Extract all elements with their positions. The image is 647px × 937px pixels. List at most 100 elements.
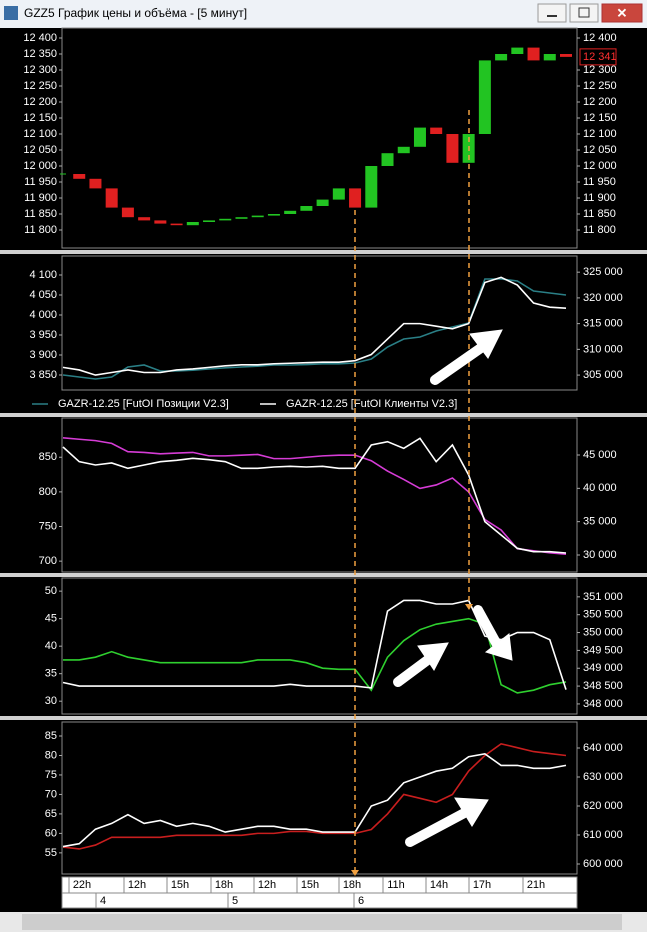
time-label: 22h xyxy=(73,879,91,891)
candle xyxy=(138,217,151,221)
y-tick-label: 12 150 xyxy=(23,112,57,124)
series-line xyxy=(62,278,567,380)
candle xyxy=(316,199,329,206)
candle xyxy=(300,206,313,211)
candle xyxy=(543,54,556,61)
window-title: GZZ5 График цены и объёма - [5 минут] xyxy=(24,6,247,20)
maximize-icon xyxy=(578,7,590,18)
maximize-button[interactable] xyxy=(569,3,599,23)
y2-tick-label: 35 000 xyxy=(583,516,617,528)
y2-tick-label: 348 000 xyxy=(583,698,623,710)
series-line xyxy=(62,742,567,850)
y-tick-label: 12 250 xyxy=(23,80,57,92)
last-price-box xyxy=(579,48,617,66)
time-label: 17h xyxy=(473,879,491,891)
legend-label: GAZR-12.25 [FutOI Позиции V2.3] xyxy=(58,398,229,410)
y-tick-label: 3 950 xyxy=(29,329,57,341)
y-tick-label: 75 xyxy=(45,769,57,781)
panel-separator xyxy=(0,250,647,254)
y-tick-label: 45 xyxy=(45,613,57,625)
arrowhead xyxy=(454,797,489,827)
series-line xyxy=(62,599,567,690)
close-button[interactable] xyxy=(601,3,643,23)
candle xyxy=(365,166,378,208)
legend-label: GAZR-12.25 [FutOI Клиенты V2.3] xyxy=(286,398,457,410)
y-tick-label: 750 xyxy=(39,520,57,532)
y2-tick-label: 610 000 xyxy=(583,829,623,841)
y-tick-label: 70 xyxy=(45,788,57,800)
y2-tick-label: 11 850 xyxy=(583,208,616,220)
candle xyxy=(560,54,572,57)
y-tick-label: 12 000 xyxy=(23,160,57,172)
time-label: 12h xyxy=(128,879,146,891)
series-line xyxy=(62,276,567,376)
y-tick-label: 700 xyxy=(39,555,57,567)
plot-frame xyxy=(61,721,578,875)
y-tick-label: 35 xyxy=(45,668,57,680)
scroll-thumb[interactable] xyxy=(22,914,622,930)
plot-frame xyxy=(61,255,578,391)
candle xyxy=(332,188,345,200)
y2-tick-label: 30 000 xyxy=(583,549,617,561)
y2-tick-label: 640 000 xyxy=(583,742,623,754)
y-tick-label: 800 xyxy=(39,486,57,498)
y2-tick-label: 320 000 xyxy=(583,292,623,304)
y2-tick-label: 11 950 xyxy=(583,176,616,188)
panel-separator xyxy=(0,413,647,417)
time-label: 21h xyxy=(527,879,545,891)
plot-frame xyxy=(61,417,578,573)
y2-tick-label: 310 000 xyxy=(583,343,623,355)
candle xyxy=(267,214,280,216)
y-tick-label: 12 400 xyxy=(23,32,57,44)
y-tick-label: 12 100 xyxy=(23,128,57,140)
y-tick-label: 11 850 xyxy=(24,208,57,220)
minimize-button[interactable] xyxy=(537,3,567,23)
y-tick-label: 65 xyxy=(45,808,57,820)
y-tick-label: 12 300 xyxy=(23,64,57,76)
y2-tick-label: 325 000 xyxy=(583,266,623,278)
y2-tick-label: 349 500 xyxy=(583,644,623,656)
y-tick-label: 11 950 xyxy=(24,176,57,188)
candle xyxy=(154,220,167,224)
candle xyxy=(349,188,362,208)
y-tick-label: 30 xyxy=(45,695,57,707)
y2-tick-label: 350 500 xyxy=(583,609,623,621)
y2-tick-label: 315 000 xyxy=(583,318,623,330)
time-label: 18h xyxy=(343,879,361,891)
y2-tick-label: 351 000 xyxy=(583,591,623,603)
y2-tick-label: 12 100 xyxy=(583,128,617,140)
y-tick-label: 3 900 xyxy=(29,349,57,361)
y2-tick-label: 12 250 xyxy=(583,80,617,92)
candle xyxy=(478,60,491,134)
y-tick-label: 80 xyxy=(45,749,57,761)
candle xyxy=(446,134,459,163)
y2-tick-label: 11 900 xyxy=(583,192,616,204)
arrowhead xyxy=(469,329,503,359)
candle xyxy=(527,47,540,61)
time-label: 14h xyxy=(430,879,448,891)
y-tick-label: 40 xyxy=(45,640,57,652)
marker-arrowhead xyxy=(465,604,473,610)
y2-tick-label: 305 000 xyxy=(583,369,623,381)
y-tick-label: 4 000 xyxy=(29,309,57,321)
y-tick-label: 12 350 xyxy=(23,48,57,60)
arrow-up xyxy=(430,338,493,385)
y-tick-label: 55 xyxy=(45,847,57,859)
candle xyxy=(235,217,248,219)
arrow-up xyxy=(405,805,475,847)
y2-tick-label: 45 000 xyxy=(583,449,617,461)
y2-tick-label: 348 500 xyxy=(583,680,623,692)
candle xyxy=(413,127,426,147)
series-line xyxy=(62,752,567,848)
arrowhead xyxy=(417,642,449,671)
plots: 12 400 12 350 12 300 12 250 12 200 12 150 12 1… xyxy=(0,27,647,909)
candle xyxy=(203,220,216,222)
candle xyxy=(381,153,394,166)
last-price-label: 12 341 xyxy=(583,51,617,63)
y2-tick-label: 12 150 xyxy=(583,112,617,124)
candle xyxy=(511,47,524,54)
y2-tick-label: 12 050 xyxy=(583,144,617,156)
y2-tick-label: 12 400 xyxy=(583,32,617,44)
white-arrows xyxy=(393,329,513,847)
